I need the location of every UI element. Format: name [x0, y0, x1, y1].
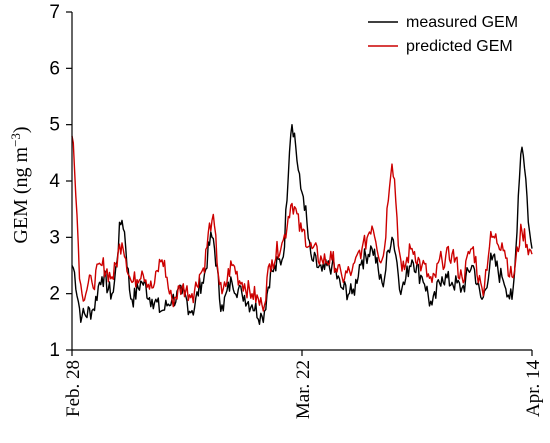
y-tick-label: 2: [49, 284, 60, 305]
legend-label-measured-gem: measured GEM: [406, 14, 518, 31]
legend-label-predicted-gem: predicted GEM: [406, 38, 513, 55]
y-tick-label: 4: [49, 171, 60, 192]
series-line-predicted-gem: [71, 135, 533, 312]
series-layer: [71, 124, 533, 325]
y-tick-label: 1: [49, 340, 60, 361]
y-tick-label: 3: [49, 227, 60, 248]
y-axis-label: GEM (ng m−3): [8, 126, 33, 243]
x-tick-label: Mar. 22: [293, 360, 314, 419]
series-line-measured-gem: [71, 124, 533, 325]
axes-layer: 1 2 3 4 5 6 7 Feb. 28 Mar. 22 Apr. 14: [49, 2, 544, 419]
x-tick-label: Apr. 14: [523, 360, 544, 418]
x-tick-label: Feb. 28: [63, 360, 84, 417]
y-tick-label: 6: [49, 58, 60, 79]
legend: measured GEM predicted GEM: [368, 14, 518, 55]
y-tick-label: 7: [49, 2, 60, 23]
y-tick-label: 5: [49, 115, 60, 136]
